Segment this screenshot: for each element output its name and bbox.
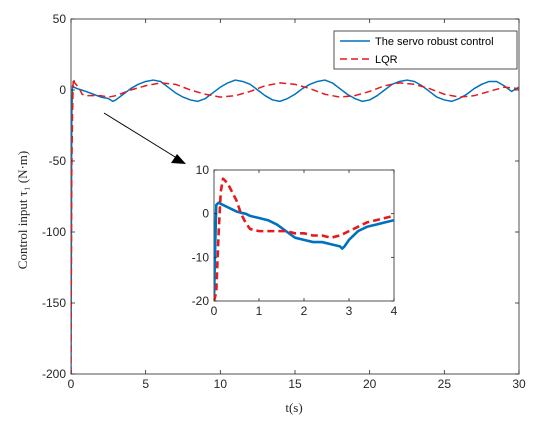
inset-y-tick-label: 10 — [196, 163, 210, 177]
main-y-tick-label: -100 — [42, 225, 66, 239]
main-x-tick-label: 10 — [214, 377, 228, 391]
inset-series-servo — [214, 201, 394, 301]
inset-y-tick-label: -10 — [192, 250, 210, 264]
inset-y-ticks: 10 0 -10 -20 — [192, 163, 394, 308]
main-x-tick-label: 30 — [512, 377, 526, 391]
inset-x-tick-label: 3 — [346, 304, 353, 318]
main-x-tick-label: 0 — [68, 377, 75, 391]
inset-x-ticks: 0 1 2 3 4 — [211, 170, 398, 318]
zoom-arrow — [103, 112, 186, 164]
inset-y-tick-label: 0 — [202, 207, 209, 221]
inset-plot — [213, 169, 395, 302]
inset-x-tick-label: 0 — [211, 304, 218, 318]
main-x-tick-label: 25 — [438, 377, 452, 391]
x-axis-label: t(s) — [285, 400, 302, 415]
main-y-tick-label: -150 — [42, 296, 66, 310]
inset-x-tick-label: 4 — [391, 304, 398, 318]
legend-label-servo: The servo robust control — [375, 36, 494, 48]
main-series-lqr — [71, 77, 519, 374]
main-x-tick-label: 15 — [288, 377, 302, 391]
main-y-tick-label: 50 — [53, 12, 67, 26]
main-x-tick-label: 5 — [142, 377, 149, 391]
main-y-ticks: 500-50-100-150-200 — [42, 12, 519, 381]
inset-y-tick-label: -20 — [192, 294, 210, 308]
inset-x-tick-label: 2 — [301, 304, 308, 318]
legend-label-lqr: LQR — [375, 54, 398, 66]
inset-x-tick-label: 1 — [256, 304, 263, 318]
main-x-ticks: 0 5 10 15 20 25 30 — [68, 19, 526, 391]
legend-box — [333, 30, 518, 70]
main-y-tick-label: -50 — [49, 154, 67, 168]
main-y-tick-label: -200 — [42, 367, 66, 381]
inset-series-lqr — [214, 177, 394, 301]
inset-frame — [213, 169, 395, 302]
main-series-servo — [71, 79, 519, 374]
y-axis-label: Control input τ₁ (N·m) — [15, 151, 30, 269]
legend: The servo robust control LQR — [333, 30, 518, 70]
main-x-tick-label: 20 — [363, 377, 377, 391]
main-y-tick-label: 0 — [59, 83, 66, 97]
